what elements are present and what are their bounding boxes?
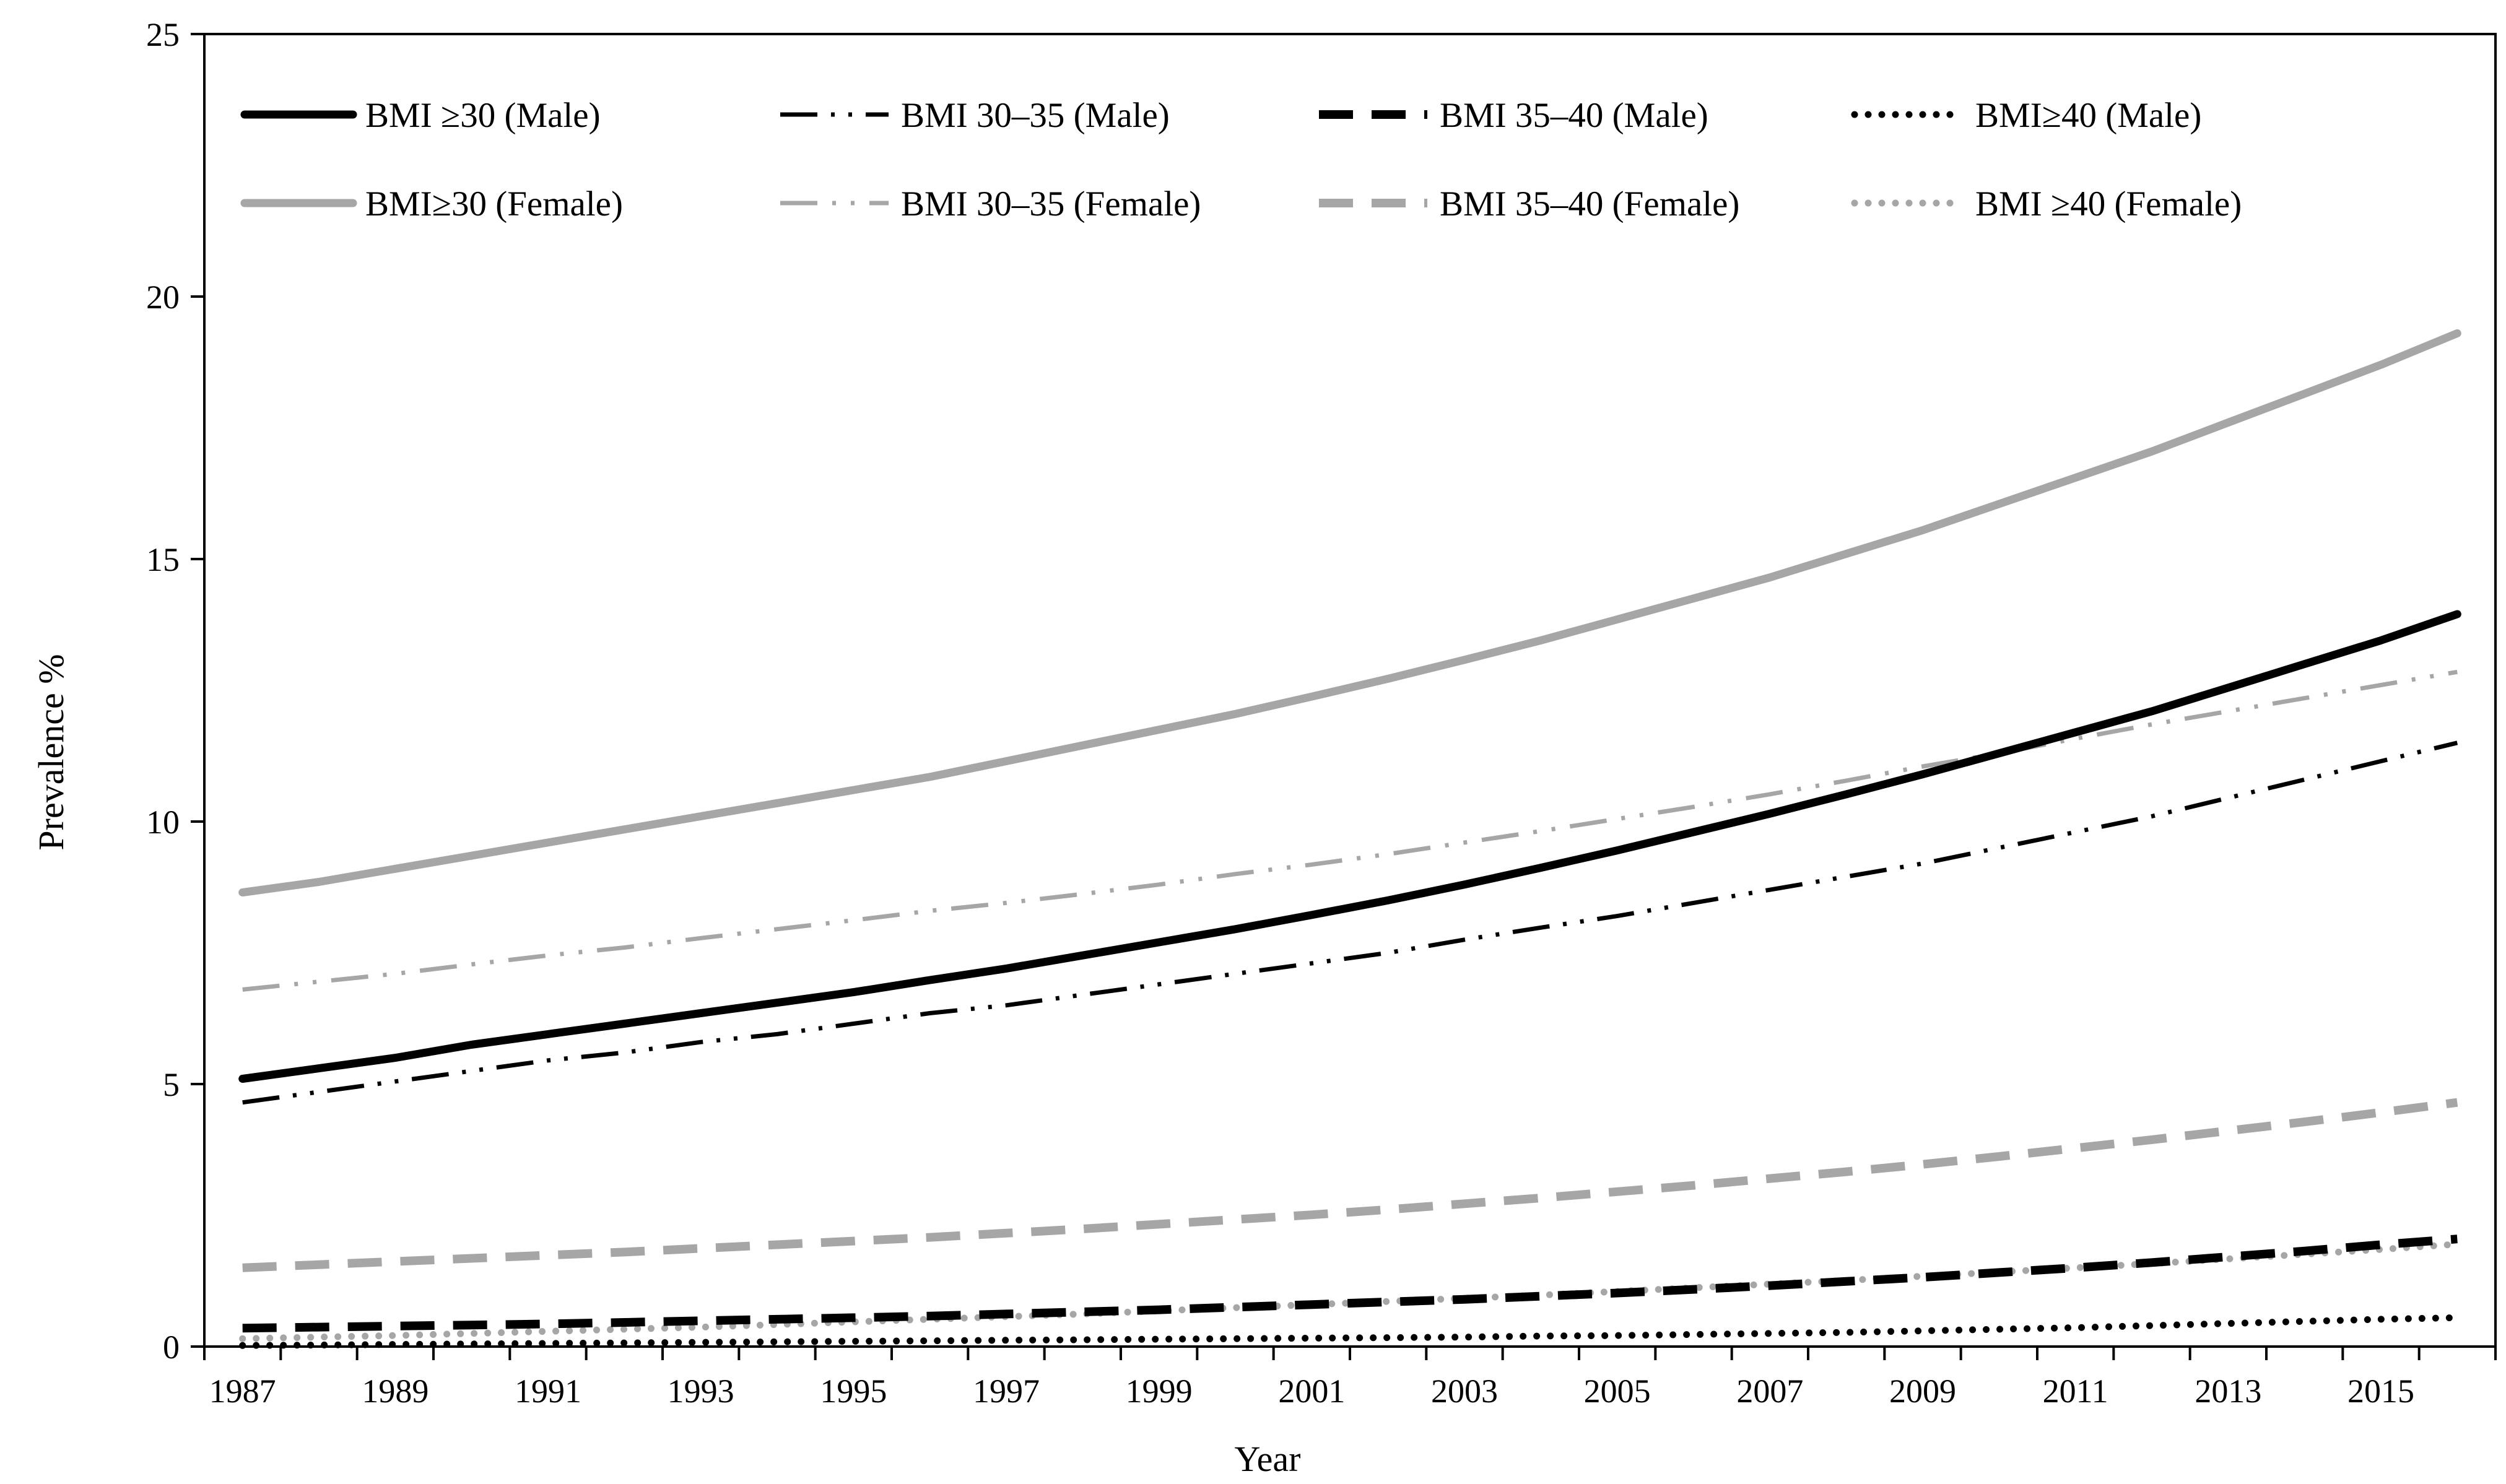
x-tick-label: 1995 [820,1373,887,1410]
x-tick-label: 1997 [973,1373,1040,1410]
y-tick-label: 0 [163,1329,180,1366]
y-tick-label: 15 [146,541,180,578]
x-tick-label: 2013 [2195,1373,2261,1410]
series-line-bmi-35-40-female [242,1098,2458,1272]
x-tick-label: 2009 [1889,1373,1956,1410]
x-tick-label: 1999 [1126,1373,1193,1410]
legend: BMI ≥30 (Male) BMI 30–35 (Male) BMI 35–40 … [240,96,2242,223]
legend-label-bmi-40-male: BMI≥40 (Male) [1975,96,2201,135]
legend-label-bmi-30-female: BMI≥30 (Female) [365,184,623,223]
x-tick-label: 1989 [362,1373,429,1410]
x-tick-label: 1991 [515,1373,581,1410]
y-tick-label: 10 [146,804,180,841]
axes-layer: 0 5 10 15 20 25 1987 1989 1991 1993 1995 1997 1999 20… [146,16,2497,1410]
x-tick-label: 1993 [668,1373,734,1410]
series-line-bmi-40-female [239,1241,2461,1342]
x-tick-label: 2015 [2347,1373,2414,1410]
series-line-bmi-35-40-male [242,1234,2458,1333]
legend-label-bmi-40-female: BMI ≥40 (Female) [1975,184,2242,223]
x-tick-label: 1987 [209,1373,276,1410]
x-tick-label: 2007 [1736,1373,1803,1410]
x-tick-label: 2011 [2043,1373,2108,1410]
x-tick-label: 2001 [1278,1373,1345,1410]
y-tick-label: 25 [146,16,180,53]
y-tick-label: 20 [146,279,180,316]
x-tick-label: 2003 [1431,1373,1498,1410]
legend-label-bmi-30-35-male: BMI 30–35 (Male) [901,96,1170,135]
legend-label-bmi-35-40-male: BMI 35–40 (Male) [1440,96,1708,135]
series-line-bmi-30-35-male [242,740,2458,1105]
legend-label-bmi-30-male: BMI ≥30 (Male) [365,96,601,135]
series-line-bmi-40-male [239,1314,2461,1349]
legend-label-bmi-30-35-female: BMI 30–35 (Female) [901,184,1201,223]
series-line-bmi-30-female [238,329,2461,896]
y-tick-label: 5 [163,1066,180,1103]
series-line-bmi-30-35-female [242,669,2458,992]
legend-label-bmi-35-40-female: BMI 35–40 (Female) [1440,184,1739,223]
y-axis-title: Prevalence % [31,654,71,850]
x-axis-title: Year [1235,1439,1301,1479]
series-line-bmi-30-male [238,610,2461,1083]
x-tick-label: 2005 [1584,1373,1651,1410]
series-layer [238,329,2461,1349]
